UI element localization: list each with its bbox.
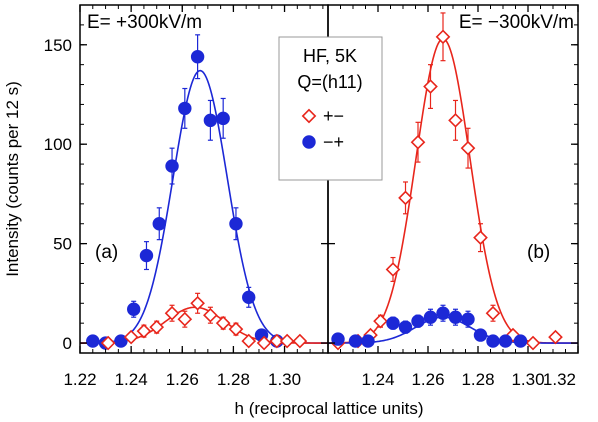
panel-a-data-point — [149, 319, 165, 335]
panel-a-data-point — [164, 305, 180, 321]
panel-b-data-point — [461, 312, 475, 326]
panel-a-data-point — [241, 333, 257, 349]
panel-a-data-point — [123, 329, 139, 345]
y-axis-label: Intensity (counts per 12 s) — [3, 81, 22, 277]
panel-b-data-point — [423, 79, 438, 94]
panel-a-data-point — [203, 113, 218, 128]
panel-b-data-point — [486, 334, 500, 348]
panel-b-label: (b) — [527, 242, 550, 263]
panel-a-data-point — [216, 111, 230, 126]
panel-b-data-point — [498, 334, 513, 348]
panel-b-data-point — [398, 190, 413, 206]
panel-a-data-point — [100, 335, 116, 351]
legend-entry-label-1: −+ — [323, 132, 344, 152]
x-tick-label: 1.32 — [543, 370, 576, 389]
panel-a-label: (a) — [95, 242, 118, 263]
panel-b-data-point — [525, 335, 541, 351]
panel-a-data-point — [215, 315, 231, 331]
panel-a-data-point — [86, 334, 100, 348]
legend: HF, 5K Q=(h11) +− −+ — [278, 36, 383, 181]
panel-b-data-point — [436, 306, 450, 320]
panel-a-data-point — [279, 333, 295, 349]
y-tick-label: 50 — [53, 235, 72, 254]
panel-a-data-point — [203, 307, 218, 323]
x-tick-label: 1.30 — [511, 370, 544, 389]
panel-b-data-point — [460, 140, 476, 156]
panel-b-data-point — [373, 313, 388, 329]
x-tick-label: 1.30 — [268, 370, 301, 389]
panel-b-data-point — [410, 134, 426, 150]
legend-title-line1: HF, 5K — [303, 46, 357, 66]
panel-a-data-point — [269, 333, 285, 349]
panel-b-data-point — [485, 305, 501, 321]
panel-b-data-point — [513, 334, 528, 348]
panel-a-data-point — [292, 333, 308, 349]
y-tick-label: 150 — [44, 36, 72, 55]
x-tick-label: 1.24 — [115, 370, 148, 389]
panel-b-data-point — [548, 329, 563, 345]
panel-a-data-point — [190, 295, 205, 311]
panel-a-data-point — [242, 290, 256, 305]
panel-b-data-point — [361, 334, 375, 348]
x-tick-label: 1.22 — [63, 370, 96, 389]
panel-a-data-point — [228, 321, 244, 337]
legend-marker-0 — [301, 108, 317, 124]
x-axis-label: h (reciprocal lattice units) — [235, 399, 424, 418]
panel-b-data-point — [423, 310, 438, 324]
panel-b-data-point — [448, 113, 463, 128]
panel-a-data-point — [152, 217, 166, 231]
panel-a-data-point — [256, 335, 272, 351]
panel-a-data-point — [165, 159, 179, 173]
x-tick-label: 1.28 — [217, 370, 250, 389]
panel-b-field-label: E= −300kV/m — [459, 12, 574, 33]
panel-a-data-point — [177, 311, 193, 327]
panel-b-data-point — [331, 332, 345, 346]
panel-a-data-point — [136, 323, 152, 339]
panel-b-data-point — [435, 29, 451, 45]
legend-title-line2: Q=(h11) — [297, 72, 362, 92]
panel-b-data-point — [473, 328, 488, 342]
panel-b-data-point — [398, 320, 413, 334]
panel-a-data-point — [114, 334, 128, 348]
panel-b-data-point — [385, 262, 401, 277]
legend-entry-label-0: +− — [323, 106, 344, 126]
panel-a-data-point — [190, 50, 205, 64]
legend-entries: +− −+ — [301, 106, 344, 152]
panel-a-data-point — [178, 101, 192, 116]
x-tick-label: 1.24 — [361, 370, 394, 389]
ticks-layer: 1.22 1.24 1.26 1.28 1.30 1.24 1.26 1.28 1.301.32… — [44, 5, 579, 389]
legend-marker-1 — [302, 135, 316, 149]
panel-b-data-point — [348, 334, 363, 348]
panel-b-data-point — [411, 314, 425, 328]
panel-a-data-point — [229, 217, 243, 231]
panel-a-data-point — [139, 248, 154, 263]
panel-b-data-point — [473, 230, 488, 245]
panel-a-field-label: E= +300kV/m — [87, 12, 202, 33]
panel-a-data-point — [126, 302, 141, 316]
x-tick-label: 1.28 — [461, 370, 494, 389]
x-tick-label: 1.26 — [166, 370, 199, 389]
y-tick-label: 0 — [63, 334, 72, 353]
x-tick-label: 1.26 — [411, 370, 444, 389]
y-tick-label: 100 — [44, 135, 72, 154]
panel-b-data-point — [386, 316, 400, 330]
legend-box — [278, 36, 383, 181]
panel-b-data-point — [448, 310, 463, 324]
data-points-layer — [86, 29, 563, 351]
